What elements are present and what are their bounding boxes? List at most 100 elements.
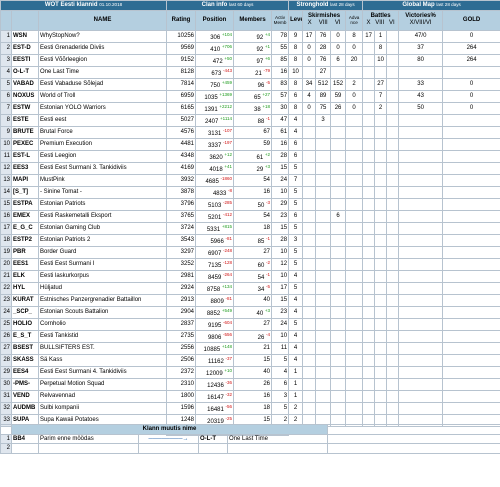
rename-row[interactable]: 2: [0, 443, 500, 454]
battles-x: [362, 401, 376, 415]
gold-amount: [442, 353, 500, 367]
skirmish-vi: 6: [330, 209, 347, 223]
skirmish-vi: [330, 317, 347, 331]
skirmish-x: [302, 269, 317, 283]
clan-position: 1391 +2212: [195, 101, 235, 115]
table-row[interactable]: 30 -PMS- Perpetual Motion Squad 2310 12436 -…: [0, 377, 500, 391]
battles-vi: [386, 281, 400, 295]
table-row[interactable]: 27 BSEST BULLSIFTERS EST. 2556 10885 +148 21 …: [0, 341, 500, 355]
table-row[interactable]: 3 EESTI Eesti Võõrleegion 9152 472 +50 97 +6 8…: [0, 53, 500, 67]
stronghold-level: 5: [288, 281, 304, 295]
rename-row[interactable]: 1 BB4 Parim enne möödas ────────→ O-L-T One L…: [0, 433, 500, 444]
position-value: 9195: [207, 322, 222, 329]
table-row[interactable]: 17 E_G_C Estonian Gaming Club 3724 5331 +815…: [0, 221, 500, 235]
clan-active-members: 83: [271, 77, 290, 91]
battles-x: [362, 137, 376, 151]
clan-rating: 3765: [166, 209, 197, 223]
table-row[interactable]: 13 MAPI MustPink 3932 4685 -1860 54 24 7: [0, 173, 500, 187]
clan-position: 10885 +148: [195, 341, 235, 355]
clan-position: 5201 -412: [195, 209, 235, 223]
clan-members: 92 +4: [233, 29, 273, 43]
clan-rating: 1596: [166, 401, 197, 415]
skirmish-viii: [315, 353, 332, 367]
table-row[interactable]: 6 NOXUS World of Troll 6959 1035 +1369 65 +27…: [0, 89, 500, 103]
rename-empty: [327, 433, 500, 444]
table-row[interactable]: 16 EMEX Eesti Raskemetalli Eksport 3765 5201…: [0, 209, 500, 223]
table-row[interactable]: 26 E_S_T Eesti Tankistid 2735 9806 -556 26 -4…: [0, 329, 500, 343]
members-delta: -1: [266, 115, 271, 121]
gold-amount: [442, 305, 500, 319]
position-delta: +1114: [220, 115, 233, 121]
battles-vi: [386, 125, 400, 139]
clan-name: Eesti Grenaderide Diviis: [37, 41, 168, 55]
battles-vi: [386, 269, 400, 283]
renames-corner-cell: [0, 424, 12, 435]
skirmish-x: [302, 197, 317, 211]
row-index: 6: [0, 89, 12, 103]
battles-viii: [374, 185, 388, 199]
gold-amount: [442, 137, 500, 151]
gold-amount: [442, 65, 500, 79]
table-row[interactable]: 23 KURAT Estnisches Panzergrenadier Battai…: [0, 293, 500, 307]
table-row[interactable]: 8 ESTE Eesti eest 5027 2407 +1114 88 -1 47 4 3: [0, 113, 500, 127]
rename-old-name: Parim enne möödas: [38, 433, 139, 444]
battles-viii: [374, 401, 388, 415]
table-row[interactable]: 5 VABAD Eesti Vabaduse Sõlejad 7814 750 +459…: [0, 77, 500, 91]
clan-active-members: 55: [271, 41, 290, 55]
battles-x: [362, 317, 376, 331]
stronghold-level: 1: [288, 365, 304, 379]
skirmish-viii: [315, 401, 332, 415]
table-row[interactable]: 21 ELK Eesti laskurkorpus 2981 8459 -264 54 -…: [0, 269, 500, 283]
table-row[interactable]: 18 ESTP2 Estonian Patriots 2 3543 5966 -81 85…: [0, 233, 500, 247]
col-victories-header: Victories% X/VIII/VI: [398, 9, 444, 31]
table-row[interactable]: 24 _SCP_ Estonian Scouts Battalion 2904 8852…: [0, 305, 500, 319]
table-row[interactable]: 1 WSN WhyStopNow? 10256 306 +104 92 +4 78 9 17 76…: [0, 29, 500, 43]
stronghold-level: 9: [288, 29, 304, 43]
clan-tag: ESTP2: [11, 233, 39, 247]
table-row[interactable]: 29 EES4 Eesti Eest Surmani 4. Tankidiviis 2…: [0, 365, 500, 379]
table-row[interactable]: 4 O-L-T One Last Time 8128 673 -443 21 -79 16 1…: [0, 65, 500, 79]
members-value: 54: [263, 213, 271, 219]
victories-pct: [398, 365, 444, 379]
renames-title: Klann muutis nime: [10, 424, 329, 435]
clan-tag: EES1: [11, 257, 39, 271]
table-row[interactable]: 20 EES1 Eesti Eest Surmani I 3252 7135 -128 6…: [0, 257, 500, 271]
battles-viii: [374, 377, 388, 391]
skirmish-x: [302, 221, 317, 235]
battles-viii: [374, 233, 388, 247]
stronghold-level: 6: [288, 137, 304, 151]
table-row[interactable]: 25 HOLIO Cornholio 2837 9195 -604 27 24 5: [0, 317, 500, 331]
clan-members: 92 +1: [233, 41, 273, 55]
table-row[interactable]: 10 PEXEC Premium Execution 4481 3337 -197 59 …: [0, 137, 500, 151]
clan-active-members: 30: [271, 101, 290, 115]
members-value: 15: [263, 417, 271, 423]
skirmish-viii: 76: [315, 29, 332, 43]
table-row[interactable]: 19 PBR Border Guard 3297 6907 -248 27 10 5: [0, 245, 500, 259]
table-row[interactable]: 11 EST-L Eesti Leegion 4348 3620 +12 61 +2 28 6: [0, 149, 500, 163]
table-row[interactable]: 2 EST-D Eesti Grenaderide Diviis 9569 410 +7…: [0, 41, 500, 55]
row-index: 26: [0, 329, 12, 343]
table-row[interactable]: 15 ESTPA Estonian Patriots 3796 5103 -285 50 …: [0, 197, 500, 211]
members-delta: -1: [266, 235, 271, 241]
position-value: 673: [211, 70, 222, 77]
table-row[interactable]: 14 [S_T] - Sinine Tomat -3878 4833 -8 16 10 5: [0, 185, 500, 199]
gold-amount: [442, 173, 500, 187]
position-value: 9806: [207, 334, 222, 341]
table-row[interactable]: 12 EES3 Eesti Eest Surmani 3. Tankidiviis 4…: [0, 161, 500, 175]
table-row[interactable]: 22 HYL Hüljatud 2924 8758 +134 34 -5 17 5: [0, 281, 500, 295]
battles-x: [362, 305, 376, 319]
battles-vi: [386, 161, 400, 175]
clan-active-members: 24: [271, 317, 290, 331]
skirmish-vi: [330, 173, 347, 187]
clan-info-header: Clan info last 60 days: [166, 0, 290, 11]
position-value: 10885: [203, 346, 221, 353]
skirmishes-label: Skirmishes: [308, 13, 341, 19]
table-row[interactable]: 9 BRUTE Brutal Force 4576 3131 -107 67 61 4: [0, 125, 500, 139]
skirmish-vi: [330, 185, 347, 199]
table-row[interactable]: 7 ESTW Estonian YOLO Warriors 6165 1391 +221…: [0, 101, 500, 115]
row-index: 19: [0, 245, 12, 259]
clan-tag: -PMS-: [11, 377, 39, 391]
